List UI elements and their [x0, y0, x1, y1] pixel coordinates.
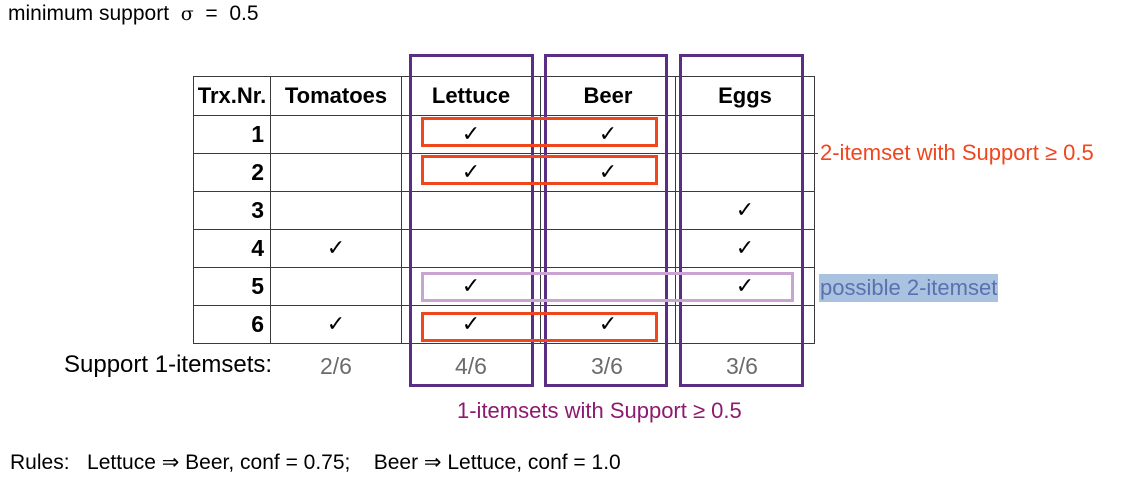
- support-label: Support 1-itemsets:: [64, 351, 273, 378]
- cell-tomatoes: [270, 267, 402, 306]
- possible-itemset-frame: [421, 272, 794, 302]
- cell-eggs: ✓: [675, 229, 815, 268]
- table-row: 6 ✓ ✓ ✓: [193, 305, 815, 344]
- min-support-equals: =: [205, 2, 218, 25]
- transaction-table: Trx.Nr. Tomatoes Lettuce Beer Eggs 1 ✓ ✓…: [193, 76, 815, 344]
- cell-tomatoes: [270, 153, 402, 192]
- header-tomatoes: Tomatoes: [270, 76, 402, 116]
- rules-line: Rules: Lettuce ⇒ Beer, conf = 0.75; Beer…: [10, 451, 621, 474]
- support-tomatoes: 2/6: [320, 353, 352, 379]
- cell-tomatoes: [270, 191, 402, 230]
- trx-number: 6: [193, 305, 271, 344]
- itemset-frame-row-1: [421, 117, 658, 147]
- cell-tomatoes: [270, 115, 402, 154]
- cell-eggs: [675, 305, 815, 344]
- cell-lettuce: [401, 229, 541, 268]
- trx-number: 3: [193, 191, 271, 230]
- cell-tomatoes: ✓: [270, 305, 402, 344]
- cell-beer: [540, 191, 676, 230]
- header-lettuce: Lettuce: [401, 76, 541, 116]
- beer-column-frame: [544, 54, 668, 387]
- annotation-connector: [808, 153, 818, 154]
- one-itemset-note: 1-itemsets with Support ≥ 0.5: [457, 398, 742, 423]
- itemset-frame-row-2: [421, 155, 658, 185]
- cell-beer: ✓: [540, 305, 676, 344]
- min-support-prefix: minimum support: [8, 2, 170, 25]
- support-lettuce: 4/6: [455, 353, 487, 379]
- table-row: 1 ✓ ✓: [193, 115, 815, 154]
- cell-lettuce: [401, 191, 541, 230]
- trx-number: 2: [193, 153, 271, 192]
- two-itemset-note: 2-itemset with Support ≥ 0.5: [820, 140, 1094, 165]
- table-row: 3 ✓: [193, 191, 815, 230]
- eggs-column-frame: [679, 54, 804, 387]
- cell-beer: ✓: [540, 153, 676, 192]
- min-support-value: 0.5: [229, 2, 259, 25]
- min-support-line: minimum support σ = 0.5: [8, 2, 259, 26]
- cell-tomatoes: ✓: [270, 229, 402, 268]
- itemset-frame-row-6: [421, 312, 658, 342]
- cell-eggs: ✓: [675, 191, 815, 230]
- trx-number: 4: [193, 229, 271, 268]
- cell-beer: [540, 229, 676, 268]
- table-row: 4 ✓ ✓: [193, 229, 815, 268]
- sigma-symbol: σ: [180, 3, 194, 25]
- header-trx-nr: Trx.Nr.: [193, 76, 271, 116]
- lettuce-column-frame: [409, 54, 534, 387]
- support-eggs: 3/6: [726, 353, 758, 379]
- cell-lettuce: ✓: [401, 305, 541, 344]
- trx-number: 5: [193, 267, 271, 306]
- possible-itemset-note: possible 2-itemset: [819, 274, 999, 302]
- trx-number: 1: [193, 115, 271, 154]
- support-beer: 3/6: [591, 353, 623, 379]
